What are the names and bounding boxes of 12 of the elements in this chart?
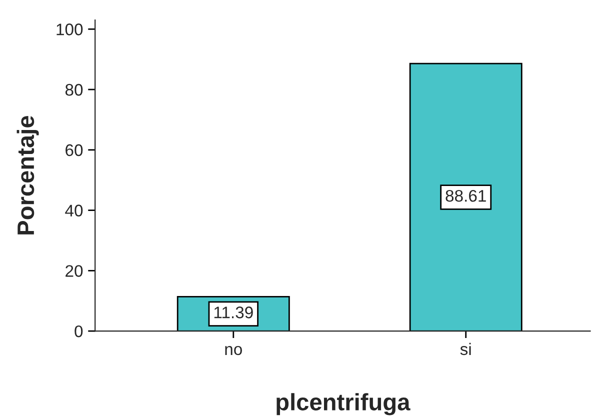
y-tick-label: 60 [66, 144, 83, 156]
x-tick-label: no [225, 346, 242, 356]
x-tick-label: si [460, 342, 471, 356]
y-tick-label: 40 [65, 204, 83, 216]
y-tick-label: 0 [74, 325, 83, 338]
x-axis-title: plcentrifuga [276, 393, 410, 416]
y-axis-title: Porcentaje [16, 116, 39, 234]
y-tick-label: 20 [66, 265, 83, 277]
data-label: 88.61 [446, 190, 486, 202]
y-tick-label: 80 [65, 84, 83, 96]
y-tick-label: 100 [56, 24, 83, 36]
data-label: 11.39 [214, 306, 253, 318]
